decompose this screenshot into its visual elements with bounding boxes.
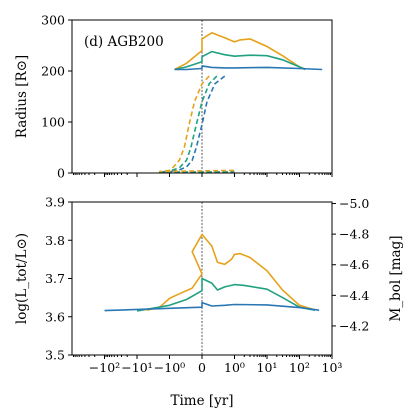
- top-y-tick-label: 300: [41, 13, 65, 28]
- top-y-axis-label: Radius [R⊙]: [14, 55, 30, 138]
- bottom-right-y-tick-label: −4.4: [339, 288, 369, 303]
- radius-series-1: [174, 50, 306, 71]
- bottom-x-tick-label: 0: [198, 360, 206, 375]
- bottom-x-tick-label: −10¹: [121, 360, 152, 375]
- top-y-tick-label: 200: [41, 64, 65, 79]
- bottom-y-tick-label: 3.9: [45, 195, 65, 210]
- bottom-y-axis-label: log(L_tot/L⊙): [14, 233, 30, 324]
- radius-series-2: [174, 65, 323, 71]
- panel-annotation: (d) AGB200: [84, 34, 164, 50]
- top-panel: 0 100 200 300 (d) AGB200 Radius [R⊙]: [14, 13, 333, 181]
- bottom-y-tick-label: 3.8: [45, 233, 65, 248]
- radius-series-0: [174, 31, 306, 71]
- bottom-panel: 3.5 3.6 3.7 3.8 3.9 −10² −10¹ −10⁰ 0 10⁰ 10¹ 10² 10³…: [14, 195, 404, 410]
- luminosity-series-0: [146, 233, 316, 311]
- bottom-y-tick-label: 3.6: [45, 309, 65, 324]
- bottom-y-tick-label: 3.7: [45, 271, 65, 286]
- bottom-x-tick-label: 10¹: [257, 360, 278, 375]
- bottom-right-y-tick-label: −4.8: [339, 227, 369, 242]
- bottom-right-y-axis-label: M_bol [mag]: [388, 236, 404, 322]
- bottom-right-y-tick-label: −5.0: [339, 196, 369, 211]
- x-axis-label: Time [yr]: [170, 393, 233, 409]
- bottom-x-tick-label: 10²: [289, 360, 310, 375]
- bottom-x-tick-label: −10⁰: [154, 360, 185, 375]
- bottom-x-tick-label: 10³: [322, 360, 343, 375]
- top-y-tick-label: 0: [57, 166, 65, 181]
- radius-series-5: [158, 75, 235, 173]
- bottom-x-tick-label: −10²: [89, 360, 120, 375]
- luminosity-series-1: [136, 277, 316, 312]
- bottom-x-tick-label: 10⁰: [224, 360, 245, 375]
- bottom-right-y-tick-label: −4.6: [339, 257, 369, 272]
- radius-series-4: [158, 75, 235, 173]
- bottom-y-tick-label: 3.5: [45, 348, 65, 363]
- luminosity-series-2: [104, 301, 320, 312]
- bottom-right-y-tick-label: −4.2: [339, 318, 369, 333]
- top-y-tick-label: 100: [41, 115, 65, 130]
